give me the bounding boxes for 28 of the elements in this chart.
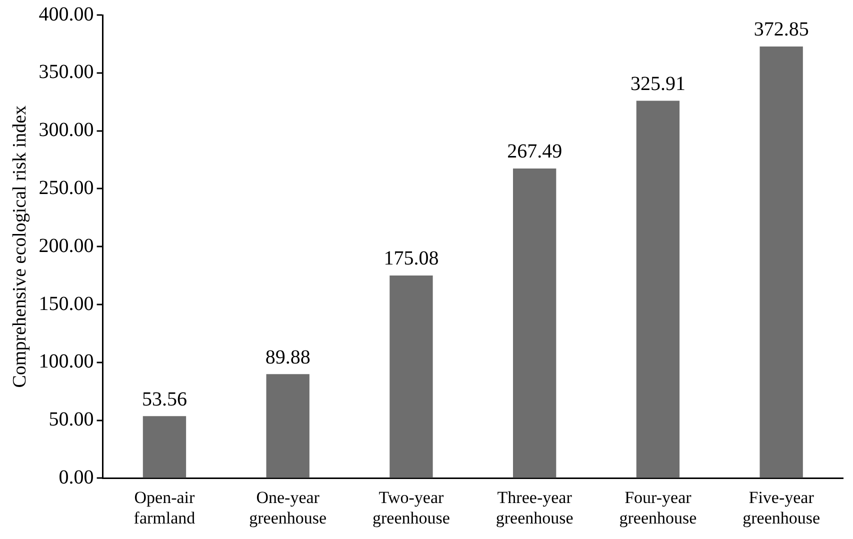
x-tick-label: Four-year greenhouse	[619, 488, 697, 528]
data-label: 53.56	[142, 388, 187, 410]
y-tick-label: 300.00	[38, 119, 94, 142]
y-tick-label: 150.00	[38, 292, 94, 315]
y-tick-label: 0.00	[58, 466, 94, 488]
y-tick-label: 350.00	[38, 61, 94, 84]
x-tick-label: Open-air farmland	[134, 488, 196, 528]
data-label: 89.88	[265, 346, 310, 368]
x-tick-label: Five-year greenhouse	[742, 488, 820, 528]
bar	[390, 275, 433, 478]
bar	[142, 416, 186, 478]
bar	[760, 46, 803, 478]
bar	[636, 100, 680, 478]
x-tick-label: Three-year greenhouse	[496, 488, 574, 528]
y-tick-label: 400.00	[38, 3, 94, 26]
y-tick-label: 100.00	[38, 350, 94, 373]
x-tick-label: Two-year greenhouse	[372, 488, 450, 528]
data-label: 372.85	[754, 18, 809, 41]
y-tick-label: 50.00	[48, 408, 94, 431]
data-label: 267.49	[507, 140, 562, 163]
bar	[512, 168, 556, 478]
y-tick-label: 250.00	[38, 176, 94, 199]
x-tick-label: One-year greenhouse	[249, 488, 327, 528]
data-label: 325.91	[630, 73, 686, 96]
y-axis-title: Comprehensive ecological risk index	[9, 104, 30, 388]
y-tick-label: 200.00	[38, 234, 94, 257]
bar	[266, 374, 310, 478]
data-label: 175.08	[384, 248, 439, 270]
